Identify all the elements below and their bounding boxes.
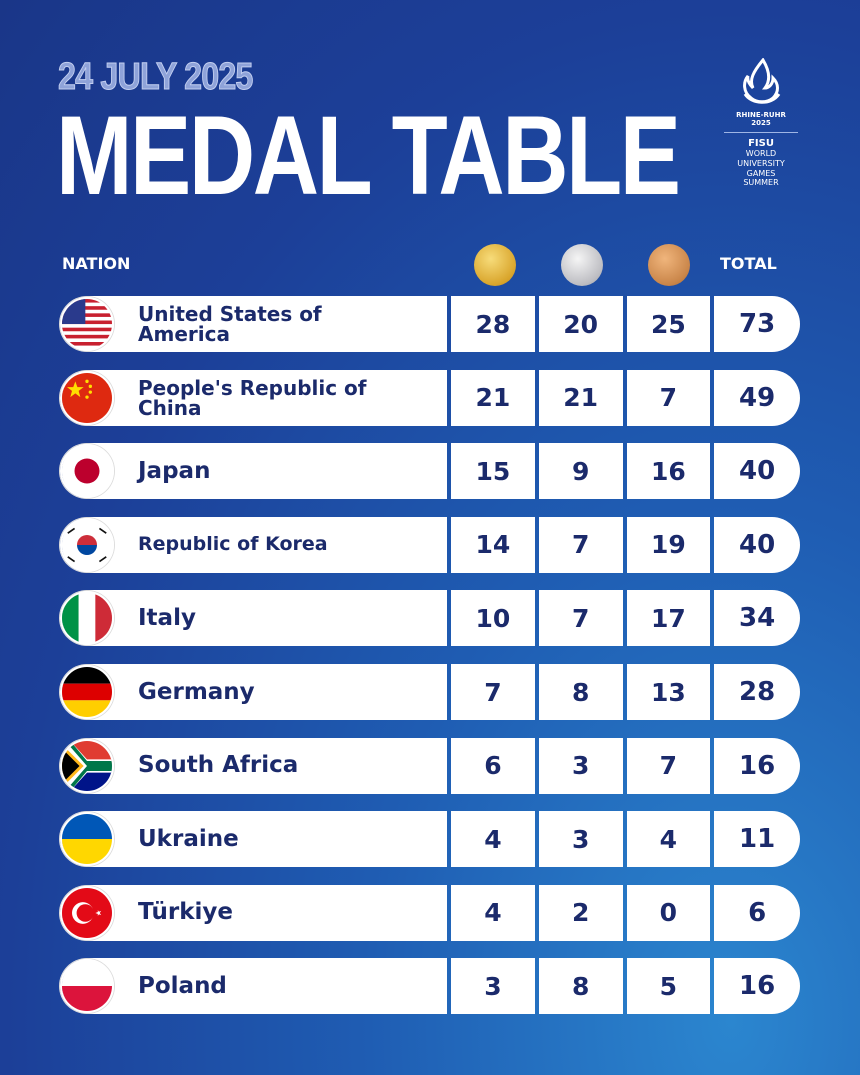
silver-count: 3 xyxy=(538,811,623,868)
bronze-medal-icon xyxy=(648,244,690,286)
nation-cell: Republic of Korea xyxy=(60,516,448,573)
bronze-count: 4 xyxy=(626,811,711,868)
flag-kr-icon xyxy=(60,517,114,572)
nation-cell: South Africa xyxy=(60,737,448,794)
flag-de-icon xyxy=(60,665,114,719)
logo-divider xyxy=(724,132,798,134)
silver-count: 2 xyxy=(538,884,623,941)
total-count: 49 xyxy=(714,369,800,426)
gold-count: 4 xyxy=(451,811,535,868)
nation-cell: United States of America xyxy=(60,296,448,352)
table-row: Germany 7 8 13 28 xyxy=(60,664,800,720)
nation-name: Republic of Korea xyxy=(138,533,328,556)
nation-cell: Türkiye xyxy=(60,884,448,941)
table-row: Japan 15 9 16 40 xyxy=(60,443,800,500)
table-row: South Africa 6 3 7 16 xyxy=(60,737,800,794)
nation-header: NATION xyxy=(62,254,131,273)
gold-count: 21 xyxy=(451,369,535,426)
nation-name: Ukraine xyxy=(138,825,239,852)
logo-org: FISU xyxy=(748,138,774,150)
flag-jp-icon xyxy=(60,444,114,499)
flag-ua-icon xyxy=(60,812,114,867)
silver-count: 7 xyxy=(538,590,623,647)
silver-medal-icon xyxy=(561,244,603,286)
silver-count: 3 xyxy=(538,737,623,794)
total-count: 34 xyxy=(714,590,800,647)
flag-za-icon xyxy=(60,738,114,793)
bronze-count: 7 xyxy=(626,737,711,794)
logo-city: RHINE-RUHR xyxy=(736,111,786,119)
nation-name: United States of America xyxy=(138,302,322,346)
bronze-count: 25 xyxy=(626,296,711,352)
total-count: 6 xyxy=(714,884,800,941)
table-row: Ukraine 4 3 4 11 xyxy=(60,811,800,868)
bronze-count: 17 xyxy=(626,590,711,647)
table-row: Republic of Korea 14 7 19 40 xyxy=(60,516,800,573)
bronze-count: 7 xyxy=(626,369,711,426)
total-count: 73 xyxy=(714,296,800,352)
gold-medal-icon xyxy=(474,244,516,286)
gold-count: 3 xyxy=(451,958,535,1015)
bronze-count: 16 xyxy=(626,443,711,500)
nation-cell: Japan xyxy=(60,443,448,500)
silver-count: 8 xyxy=(538,664,623,720)
logo-line: WORLD xyxy=(745,149,777,159)
bronze-count: 5 xyxy=(626,958,711,1015)
logo-line: GAMES xyxy=(746,168,776,178)
flag-it-icon xyxy=(60,591,114,646)
nation-name: Poland xyxy=(138,972,227,999)
page-title: MEDAL TABLE xyxy=(56,93,681,218)
total-count: 28 xyxy=(714,664,800,720)
fisu-logo: RHINE-RUHR 2025 FISU WORLD UNIVERSITY GA… xyxy=(718,57,804,188)
nation-name: South Africa xyxy=(138,752,299,779)
nation-name: Japan xyxy=(138,457,211,484)
flag-cn-icon xyxy=(60,370,114,425)
table-row: Italy 10 7 17 34 xyxy=(60,590,800,647)
bronze-count: 19 xyxy=(626,516,711,573)
table-row: United States of America 28 20 25 73 xyxy=(60,296,800,352)
nation-name: Türkiye xyxy=(138,899,233,926)
gold-count: 6 xyxy=(451,737,535,794)
total-count: 40 xyxy=(714,516,800,573)
nation-name: Italy xyxy=(138,604,196,631)
silver-count: 8 xyxy=(538,958,623,1015)
logo-line: SUMMER xyxy=(743,178,779,188)
nation-name: Germany xyxy=(138,678,255,705)
gold-count: 10 xyxy=(451,590,535,647)
date-heading: 24 JULY 2025 xyxy=(58,56,254,99)
flag-pl-icon xyxy=(60,959,114,1014)
flame-icon xyxy=(743,57,781,104)
logo-year: 2025 xyxy=(751,118,771,127)
nation-cell: Germany xyxy=(60,664,448,720)
nation-cell: Ukraine xyxy=(60,811,448,868)
silver-count: 21 xyxy=(538,369,623,426)
silver-count: 20 xyxy=(538,296,623,352)
nation-cell: Poland xyxy=(60,958,448,1015)
table-row: Poland 3 8 5 16 xyxy=(60,958,800,1015)
table-row: Türkiye 4 2 0 6 xyxy=(60,884,800,941)
bronze-count: 0 xyxy=(626,884,711,941)
total-header: TOTAL xyxy=(720,254,777,273)
total-count: 16 xyxy=(714,958,800,1015)
total-count: 40 xyxy=(714,443,800,500)
flag-us-icon xyxy=(60,297,114,351)
silver-count: 7 xyxy=(538,516,623,573)
silver-count: 9 xyxy=(538,443,623,500)
gold-count: 4 xyxy=(451,884,535,941)
nation-cell: People's Republic of China xyxy=(60,369,448,426)
gold-count: 15 xyxy=(451,443,535,500)
gold-count: 14 xyxy=(451,516,535,573)
flag-tr-icon xyxy=(60,885,114,940)
logo-line: UNIVERSITY xyxy=(737,158,785,168)
gold-count: 28 xyxy=(451,296,535,352)
bronze-count: 13 xyxy=(626,664,711,720)
total-count: 11 xyxy=(714,811,800,868)
table-row: People's Republic of China 21 21 7 49 xyxy=(60,369,800,426)
gold-count: 7 xyxy=(451,664,535,720)
total-count: 16 xyxy=(714,737,800,794)
nation-cell: Italy xyxy=(60,590,448,647)
nation-name: People's Republic of China xyxy=(138,375,367,420)
